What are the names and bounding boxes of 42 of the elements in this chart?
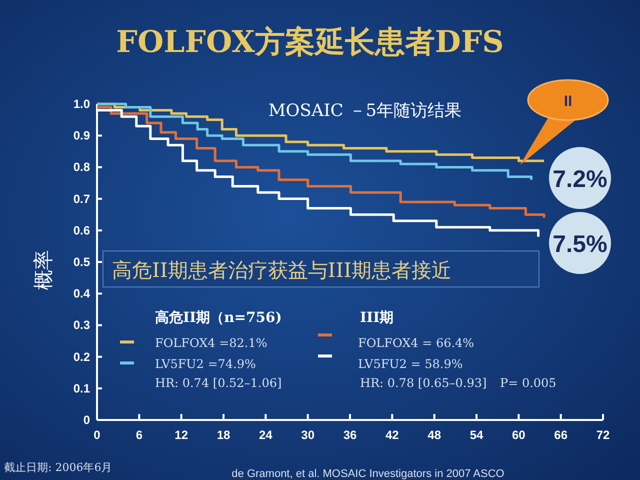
x-tick-label: 42 [385,428,400,442]
x-tick-label: 60 [512,428,526,442]
annotation: 7.5% [552,231,608,258]
x-tick-label: 54 [470,428,484,442]
x-tick-label: 66 [554,428,568,442]
x-tick-label: 48 [428,428,442,442]
y-tick-label: 0.6 [73,223,90,238]
legend-label: LV5FU2 =74.9% [155,357,256,371]
legend-label: LV5FU2 = 58.9% [358,357,463,371]
legend-label: FOLFOX4 = 66.4% [358,336,474,350]
x-tick-label: 30 [301,428,315,442]
text: de Gramont, et al. MOSAIC Investigators in 2007 ASCO [232,468,505,480]
annotation: P= 0.005 [500,376,556,390]
x-tick-label: 24 [258,428,273,442]
annotation: 高危II期（n=756) [155,309,282,326]
y-tick-label: 0 [83,413,90,427]
y-tick-label: 1.0 [73,97,90,111]
annotation: HR: 0.78 [0.65–0.93] [360,376,487,390]
y-axis-title: 概率 [31,250,55,290]
x-tick-label: 18 [216,428,230,442]
annotation: HR: 0.74 [0.52–1.06] [155,376,282,390]
x-tick-label: 72 [596,428,610,442]
x-tick-label: 12 [174,428,188,442]
annotation: II [564,93,572,110]
y-tick-label: 0.5 [73,255,90,269]
y-tick-label: 0.8 [73,160,90,174]
x-tick-label: 0 [94,428,101,442]
x-tick-label: 6 [136,428,143,442]
chart-title: FOLFOX方案延长患者DFS [116,25,504,60]
annotation: III期 [360,310,394,326]
y-tick-label: 0.1 [73,381,90,396]
chart-subtitle: MOSAIC －5年随访结果 [268,101,462,121]
annotation: 高危II期患者治疗获益与III期患者接近 [112,258,452,282]
y-tick-label: 0.4 [73,286,90,301]
annotation: 7.2% [552,166,608,193]
legend-label: FOLFOX4 =82.1% [155,336,268,350]
y-tick-label: 0.7 [73,192,90,206]
y-tick-label: 0.2 [73,350,90,364]
y-tick-label: 0.9 [73,128,90,143]
x-tick-label: 36 [343,428,357,442]
y-tick-label: 0.3 [73,318,90,332]
text: 截止日期: 2006年6月 [4,461,112,474]
